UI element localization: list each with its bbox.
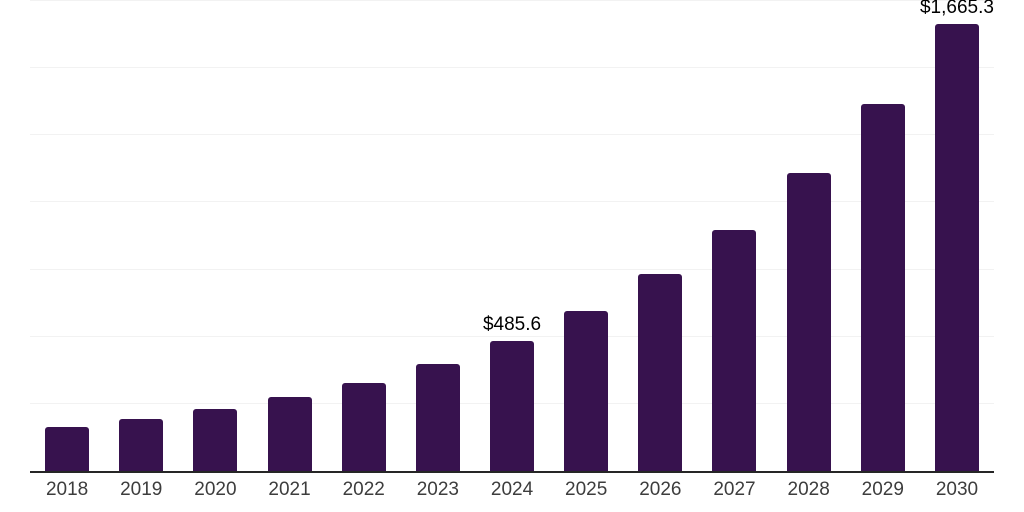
bar-band (104, 1, 178, 471)
gridline (30, 201, 994, 203)
bar-value-label: $485.6 (482, 313, 542, 335)
bar (193, 408, 238, 471)
x-tick-label: 2020 (194, 479, 237, 500)
x-tick-label: 2025 (565, 479, 608, 500)
bar (341, 382, 386, 471)
bar (712, 229, 757, 471)
gridline (30, 335, 994, 337)
x-tick-label: 2019 (120, 479, 163, 500)
x-tick-label: 2024 (490, 479, 534, 500)
bar-band (30, 1, 104, 471)
bar (119, 419, 164, 471)
bar-band (697, 1, 771, 471)
bar-band (623, 1, 697, 471)
bar-band (401, 1, 475, 471)
bar (638, 274, 683, 471)
x-tick-label: 2027 (713, 479, 756, 500)
x-tick-label: 2023 (416, 479, 459, 500)
x-axis-line (30, 471, 994, 473)
bar-band (252, 1, 326, 471)
bar (786, 173, 831, 471)
bar (860, 104, 905, 471)
x-tick-label: 2030 (935, 479, 979, 500)
x-tick-label: 2021 (268, 479, 311, 500)
bar (415, 363, 460, 471)
bar-band (178, 1, 252, 471)
bar-band: $1,665.3 (919, 0, 994, 471)
x-axis-labels: 2018 2019 2020 2021 2022 2023 2024 2025 2026 2027… (30, 479, 994, 501)
bar-band (846, 1, 920, 471)
x-tick-label: 2029 (861, 479, 904, 500)
gridline (30, 268, 994, 270)
bar-band (772, 1, 846, 471)
gridline (30, 0, 994, 1)
x-tick-label: 2028 (787, 479, 830, 500)
bar-band (549, 1, 623, 471)
gridline (30, 67, 994, 69)
bars-container: $485.6 $1,665.3 (30, 0, 994, 471)
bar (934, 23, 979, 471)
x-tick-label: 2018 (45, 479, 89, 500)
gridline (30, 134, 994, 136)
plot-area: $485.6 $1,665.3 (30, 0, 994, 473)
bar (45, 426, 90, 471)
bar-band (327, 1, 401, 471)
bar (490, 340, 535, 471)
bar (267, 396, 312, 471)
bar-band: $485.6 (475, 1, 549, 471)
x-tick-label: 2022 (342, 479, 385, 500)
x-tick-label: 2026 (639, 479, 682, 500)
bar-value-label: $1,665.3 (919, 0, 994, 18)
bar (564, 311, 609, 471)
